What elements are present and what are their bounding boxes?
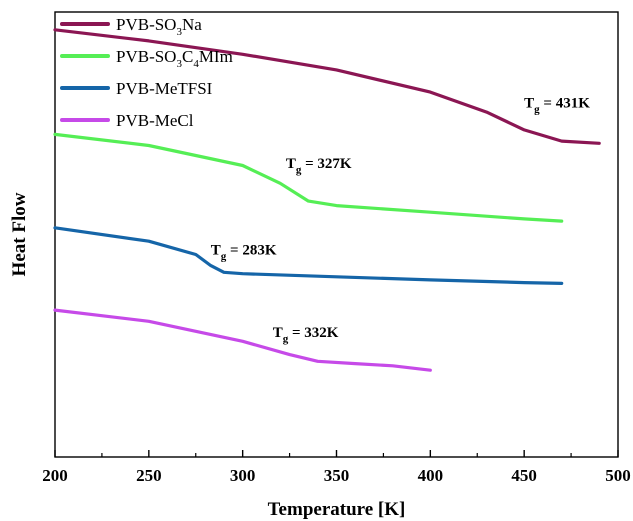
x-axis-label: Temperature [K]: [268, 499, 406, 520]
tg-annotation-0: Tg = 431K: [524, 96, 590, 116]
y-axis-label: Heat Flow: [9, 192, 30, 276]
series-layer: [53, 28, 601, 372]
tg-annotation-2: Tg = 283K: [211, 243, 277, 263]
x-tick-label: 450: [511, 466, 537, 485]
annotations: Tg = 431K Tg = 327K Tg = 283K Tg = 332K: [211, 96, 590, 345]
x-tick-label: 400: [418, 466, 444, 485]
tg-annotation-3: Tg = 332K: [273, 325, 339, 345]
legend-entry-1: PVB-SO3C4MIm: [116, 47, 233, 70]
x-tick-label: 500: [605, 466, 631, 485]
series-line-1: [53, 132, 564, 223]
x-tick-label: 250: [136, 466, 162, 485]
series-line-3: [53, 308, 432, 372]
series-line-2: [53, 226, 564, 285]
tg-annotation-1: Tg = 327K: [286, 156, 352, 176]
legend: PVB-SO3Na PVB-SO3C4MIm PVB-MeTFSI PVB-MeCl: [60, 15, 233, 130]
x-tick-label: 300: [230, 466, 256, 485]
legend-entry-3: PVB-MeCl: [116, 111, 194, 130]
legend-entry-0: PVB-SO3Na: [116, 15, 202, 38]
legend-entry-2: PVB-MeTFSI: [116, 79, 213, 98]
x-tick-label: 200: [42, 466, 68, 485]
x-tick-label: 350: [324, 466, 350, 485]
x-axis-ticks: 200 250 300 350 400 450 500: [42, 450, 631, 485]
series-line-0: [53, 28, 601, 145]
